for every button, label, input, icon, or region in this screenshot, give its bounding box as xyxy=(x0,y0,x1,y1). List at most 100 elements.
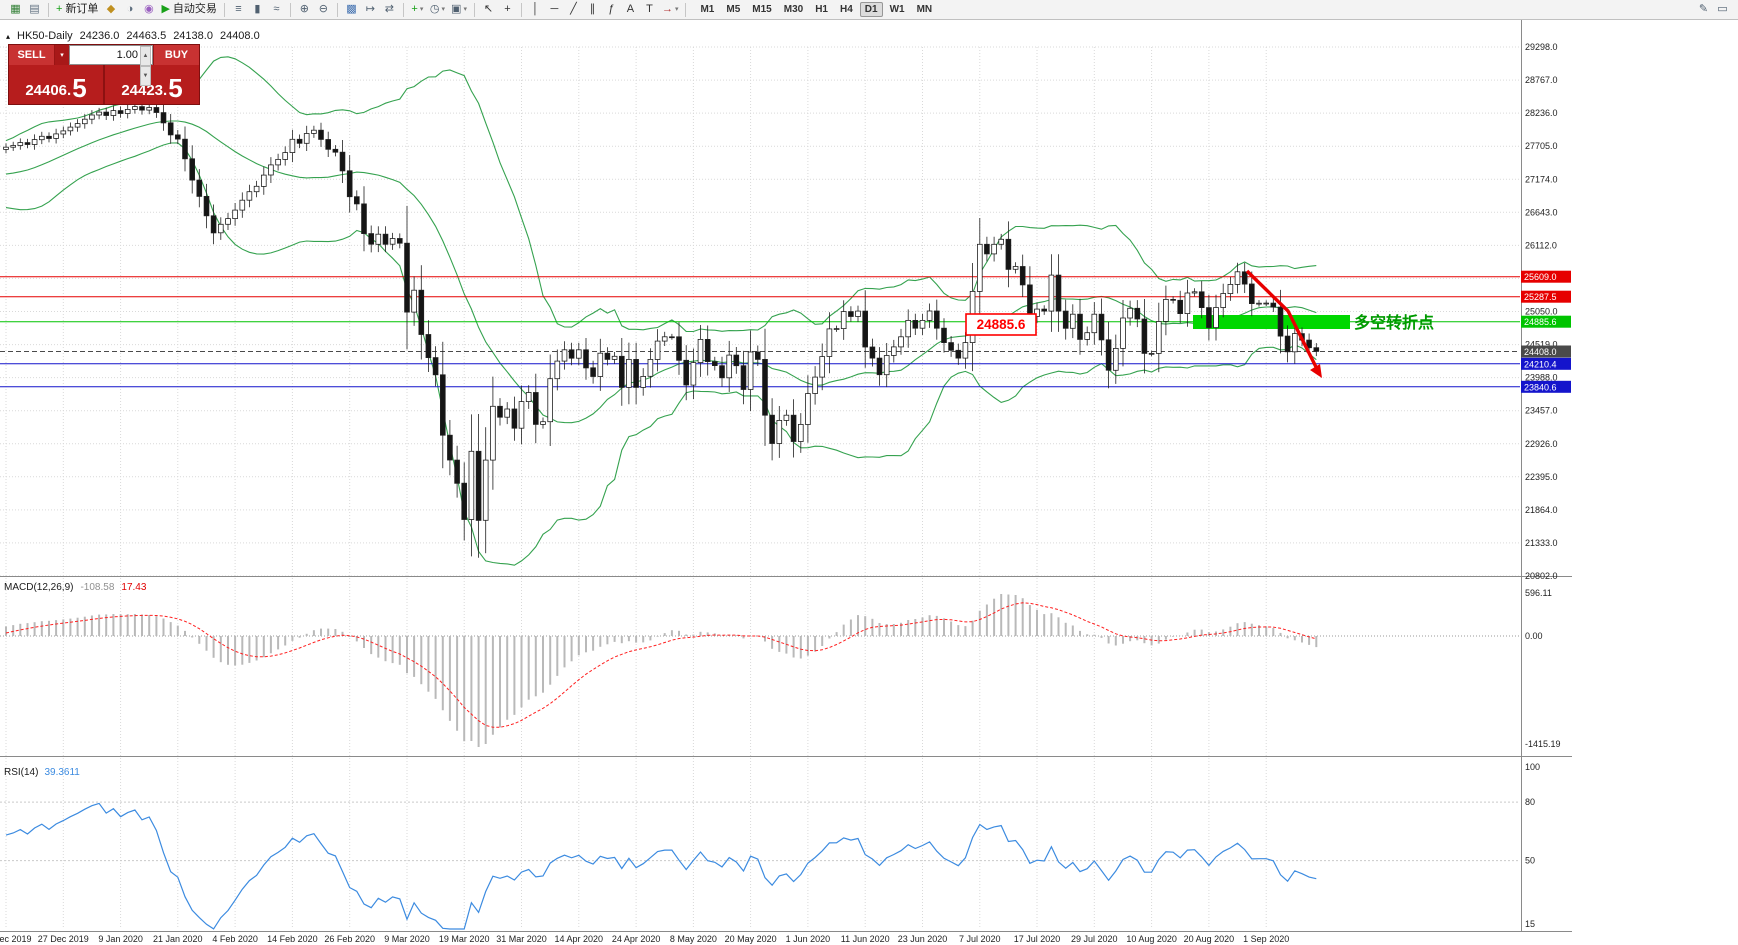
toolbar-separator xyxy=(336,2,338,17)
step-up-icon[interactable]: ▲ xyxy=(140,46,151,66)
edit-chart-button[interactable]: ✎ xyxy=(1695,1,1712,18)
order-type-dropdown[interactable]: ▾ xyxy=(55,45,69,65)
svg-text:25609.0: 25609.0 xyxy=(1524,272,1557,282)
auto-scroll-button[interactable]: ↦ xyxy=(362,1,379,18)
buy-price-last-digit: 5 xyxy=(168,72,183,103)
svg-text:29298.0: 29298.0 xyxy=(1525,42,1558,52)
cursor-button[interactable]: ↖ xyxy=(480,1,497,18)
svg-text:9 Jan 2020: 9 Jan 2020 xyxy=(98,934,143,944)
label-icon: T xyxy=(646,3,653,15)
metaeditor-button[interactable]: ◆ xyxy=(102,1,119,18)
shapes-button[interactable]: → ▾ xyxy=(660,1,681,18)
text-button[interactable]: A xyxy=(622,1,639,18)
main-chart-svg[interactable]: 24885.6 多空转折点 MACD(12,26,9) -108.58 17.43 596… xyxy=(0,20,1572,945)
vertical-line-button[interactable]: │ xyxy=(527,1,544,18)
svg-text:13 Dec 2019: 13 Dec 2019 xyxy=(0,934,32,944)
macd-panel: MACD(12,26,9) -108.58 17.43 596.11 0.00 -1415… xyxy=(0,582,1561,749)
turning-point-label[interactable]: 多空转折点 xyxy=(1354,313,1434,332)
price-callout[interactable]: 24885.6 xyxy=(965,313,1037,336)
macd-histogram xyxy=(5,594,1318,747)
svg-text:27 Dec 2019: 27 Dec 2019 xyxy=(38,934,89,944)
svg-text:15: 15 xyxy=(1525,919,1535,929)
fibonacci-button[interactable]: ƒ xyxy=(603,1,620,18)
svg-text:24519.0: 24519.0 xyxy=(1525,340,1558,350)
rsi-label: RSI(14) 39.3611 xyxy=(4,767,80,778)
sell-price[interactable]: 24406. 5 xyxy=(9,65,103,104)
svg-text:28767.0: 28767.0 xyxy=(1525,75,1558,85)
bars-chart-icon: ≡ xyxy=(235,3,242,15)
timeframe-group: M1 M5 M15 M30 H1 H4 D1 W1 MN xyxy=(694,2,938,17)
line-chart-button[interactable]: ≈ xyxy=(268,1,285,18)
trendline-button[interactable]: ╱ xyxy=(565,1,582,18)
toolbar-separator xyxy=(48,2,49,17)
step-down-icon[interactable]: ▼ xyxy=(140,66,151,86)
symbol-period-label: HK50-Daily xyxy=(17,30,73,42)
timeframe-button-M30[interactable]: M30 xyxy=(783,4,804,15)
label-button[interactable]: T xyxy=(641,1,658,18)
candles-chart-icon: ▮ xyxy=(254,3,261,15)
auto-trading-button[interactable]: ▶ 自动交易 xyxy=(159,1,218,18)
zoom-in-icon: ⊕ xyxy=(299,3,310,15)
templates-button[interactable]: ▣ ▾ xyxy=(449,1,469,18)
timeframe-button-W1[interactable]: W1 xyxy=(889,4,905,15)
svg-text:10 Aug 2020: 10 Aug 2020 xyxy=(1126,934,1177,944)
svg-text:24885.6: 24885.6 xyxy=(1524,317,1557,327)
horizontal-line-button[interactable]: ─ xyxy=(546,1,563,18)
toolbar-separator xyxy=(473,2,475,17)
periods-button[interactable]: ◷ ▾ xyxy=(428,1,447,18)
chart-shift-button[interactable]: ⇄ xyxy=(381,1,398,18)
zoom-out-icon: ⊖ xyxy=(318,3,329,15)
rsi-line xyxy=(5,802,1317,930)
timeframe-button-M15[interactable]: M15 xyxy=(752,4,772,15)
buy-price[interactable]: 24423. 5 xyxy=(103,65,199,104)
svg-text:17 Jul 2020: 17 Jul 2020 xyxy=(1014,934,1061,944)
window-list-button[interactable]: ▭ xyxy=(1714,1,1731,18)
zoom-out-button[interactable]: ⊖ xyxy=(315,1,332,18)
zoom-in-button[interactable]: ⊕ xyxy=(296,1,313,18)
volume-stepper[interactable]: ▲ ▼ xyxy=(140,46,151,86)
svg-text:1 Sep 2020: 1 Sep 2020 xyxy=(1243,934,1289,944)
collapse-arrow-icon[interactable]: ▴ xyxy=(6,31,11,41)
macd-signal-line xyxy=(5,602,1317,728)
svg-text:8 May 2020: 8 May 2020 xyxy=(670,934,717,944)
trend-arrow[interactable] xyxy=(1245,269,1322,378)
svg-text:24 Apr 2020: 24 Apr 2020 xyxy=(612,934,661,944)
candles xyxy=(3,102,1320,558)
svg-text:20 Aug 2020: 20 Aug 2020 xyxy=(1184,934,1235,944)
chevron-down-icon: ▾ xyxy=(463,6,467,13)
timeframe-button-H1[interactable]: H1 xyxy=(815,4,828,15)
tile-windows-button[interactable]: ▩ xyxy=(343,1,360,18)
svg-text:24408.0: 24408.0 xyxy=(1524,347,1557,357)
chart-window[interactable]: 24885.6 多空转折点 MACD(12,26,9) -108.58 17.43 596… xyxy=(0,20,1572,945)
svg-text:23457.0: 23457.0 xyxy=(1525,406,1558,416)
crosshair-button[interactable]: + xyxy=(499,1,516,18)
channel-button[interactable]: ∥ xyxy=(584,1,601,18)
candles-chart-button[interactable]: ▮ xyxy=(249,1,266,18)
svg-text:11 Jun 2020: 11 Jun 2020 xyxy=(841,934,890,944)
shapes-icon: → xyxy=(661,3,673,15)
signals-button[interactable]: ◉ xyxy=(140,1,157,18)
bars-chart-button[interactable]: ≡ xyxy=(230,1,247,18)
toolbar-separator xyxy=(289,2,291,17)
chevron-down-icon: ▾ xyxy=(674,6,679,13)
svg-text:14 Feb 2020: 14 Feb 2020 xyxy=(267,934,318,944)
rsi-panel: RSI(14) 39.3611 100 80 50 15 xyxy=(0,762,1540,930)
svg-text:22926.0: 22926.0 xyxy=(1525,439,1558,449)
fibonacci-icon: ƒ xyxy=(608,3,615,15)
timeframe-button-MN[interactable]: MN xyxy=(916,4,933,15)
volume-input[interactable]: 1.00 ▲ ▼ xyxy=(69,45,153,86)
timeframe-button-M1[interactable]: M1 xyxy=(700,4,715,15)
timeframe-button-H4[interactable]: H4 xyxy=(839,4,853,15)
indicators-button[interactable]: + ▾ xyxy=(409,1,426,18)
svg-text:596.11: 596.11 xyxy=(1525,588,1552,598)
buy-button[interactable]: BUY xyxy=(153,45,199,65)
sell-button[interactable]: SELL xyxy=(9,45,55,65)
profiles-button[interactable]: ▤ xyxy=(26,1,43,18)
timeframe-button-D1[interactable]: D1 xyxy=(859,2,883,17)
signals-icon: ◉ xyxy=(144,3,154,15)
market-button[interactable]: ◑ xyxy=(121,1,138,18)
turning-point-zone[interactable] xyxy=(1193,315,1350,329)
new-chart-button[interactable]: ▦ xyxy=(7,1,24,18)
timeframe-button-M5[interactable]: M5 xyxy=(726,4,741,15)
new-order-button[interactable]: + 新订单 xyxy=(54,1,100,18)
